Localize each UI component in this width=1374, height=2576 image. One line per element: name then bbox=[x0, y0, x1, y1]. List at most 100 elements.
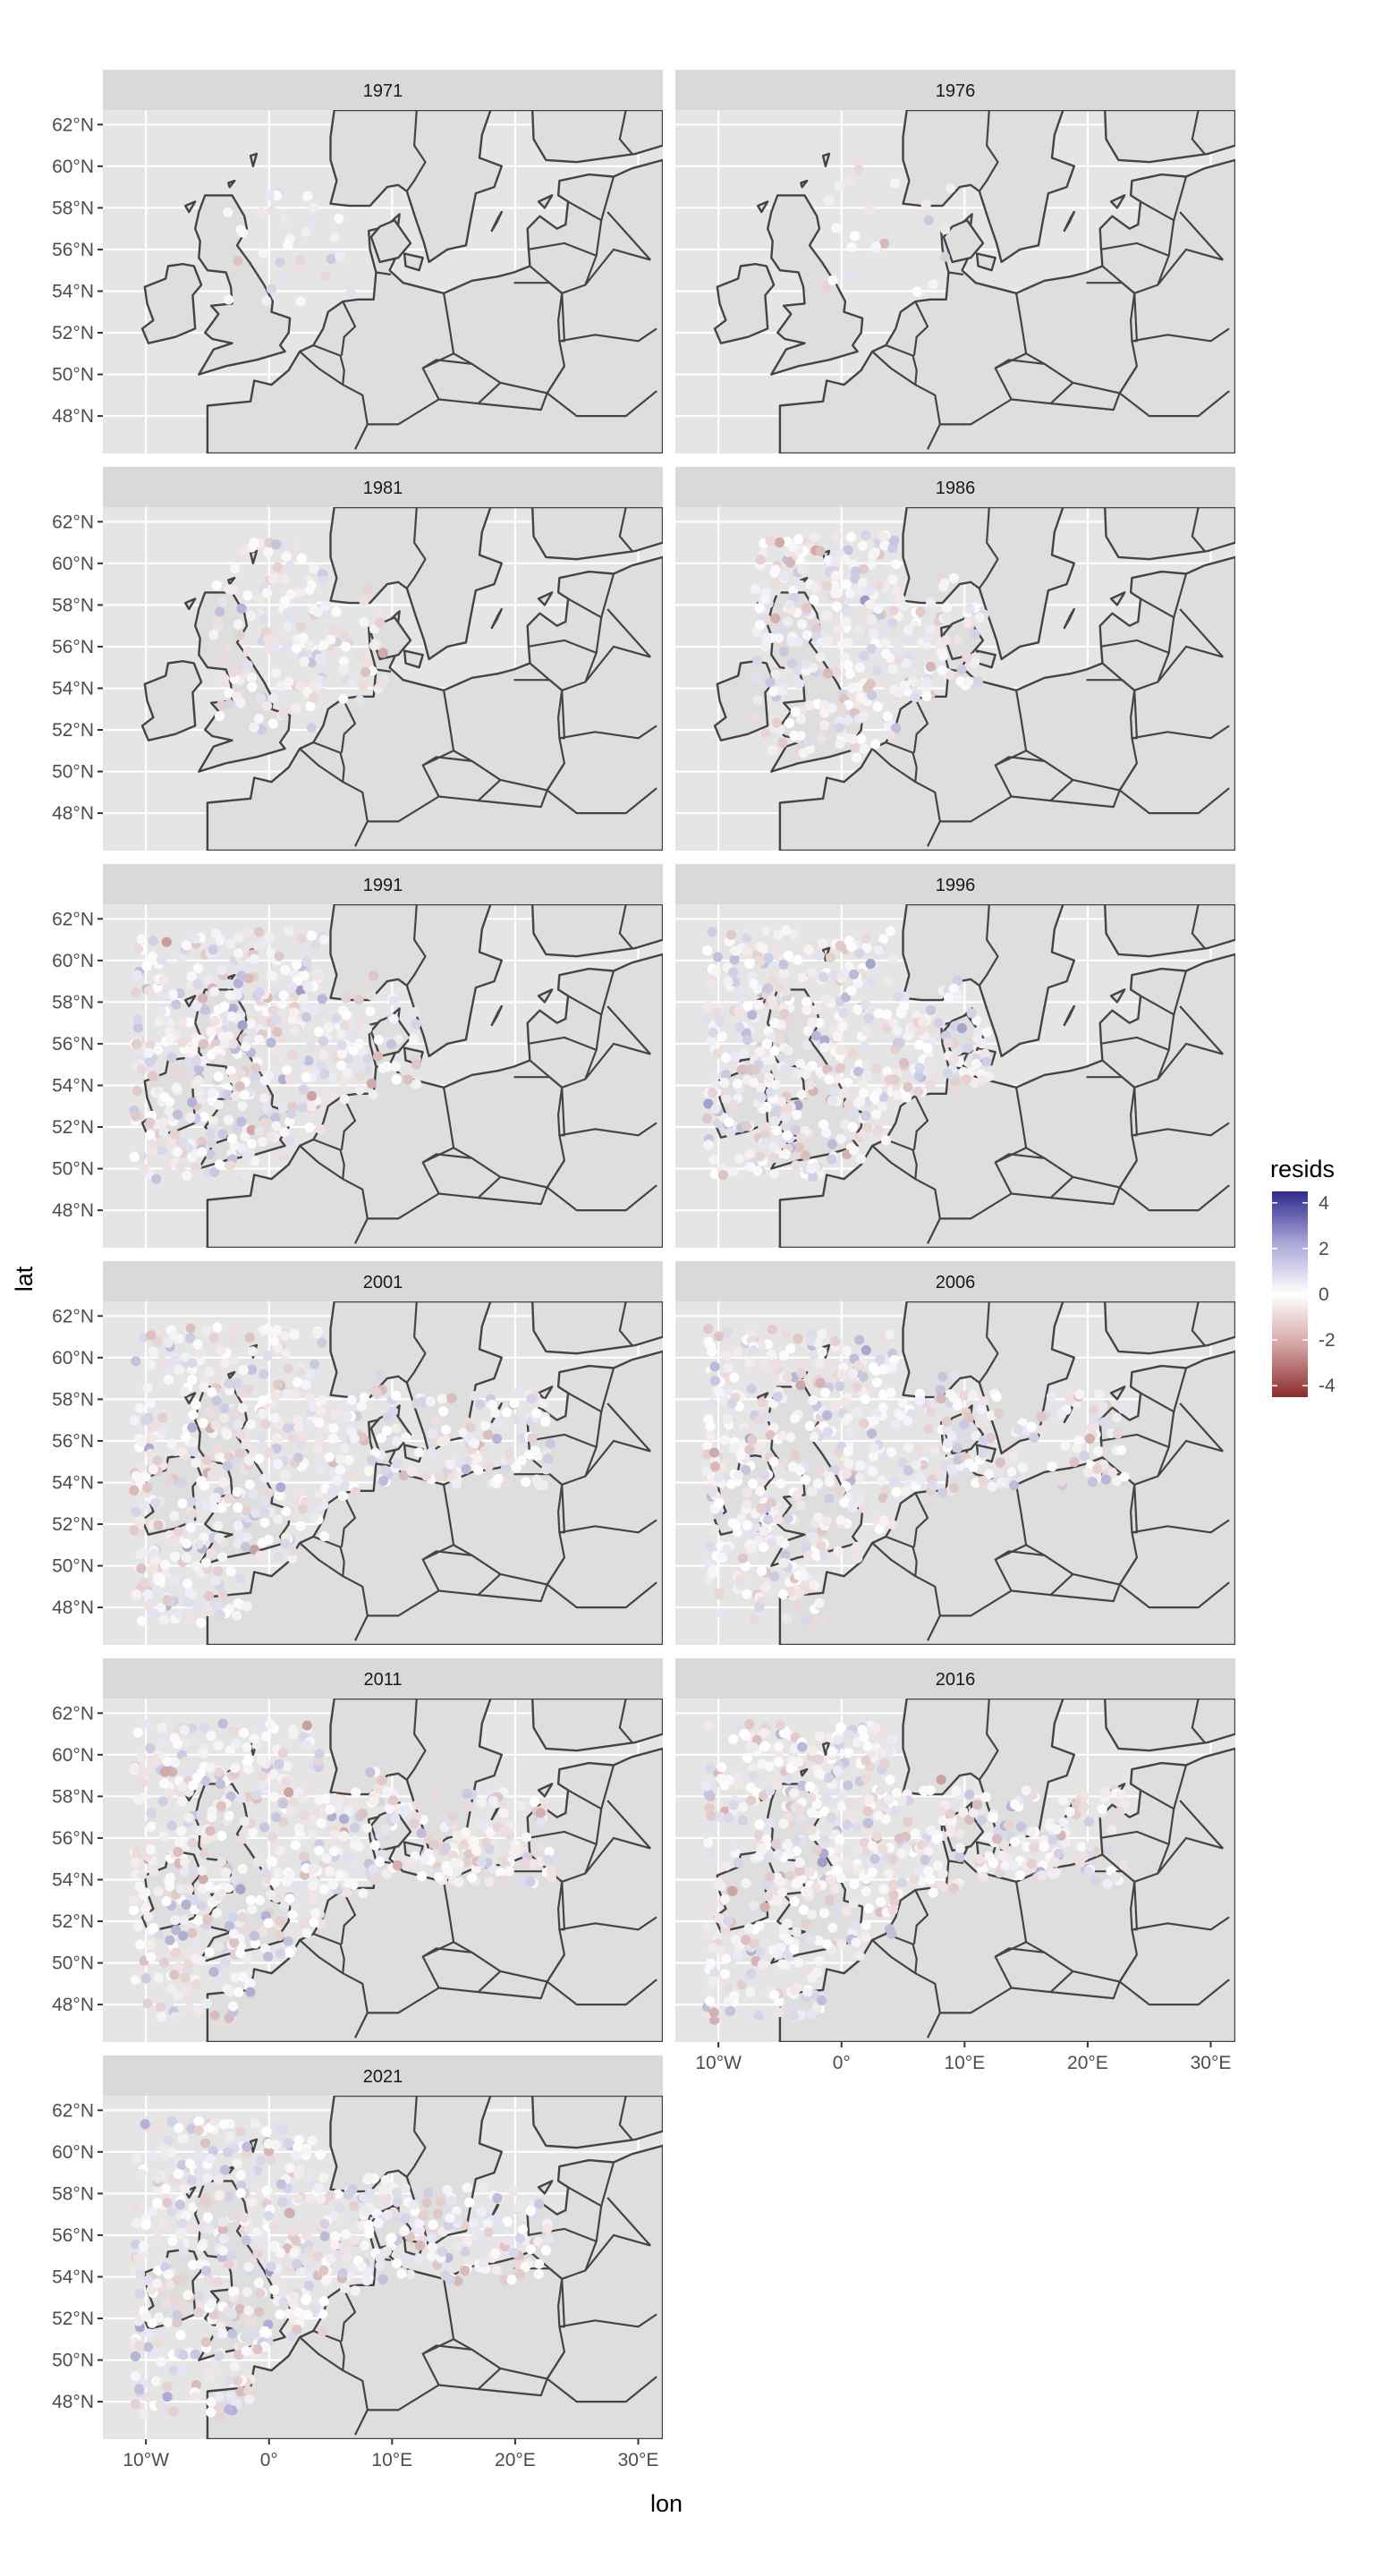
station-point bbox=[227, 1337, 239, 1348]
station-point bbox=[520, 1858, 530, 1868]
station-point bbox=[835, 1872, 846, 1883]
station-point bbox=[778, 647, 789, 657]
station-point bbox=[341, 993, 352, 1004]
station-point bbox=[179, 1724, 190, 1735]
station-point bbox=[289, 2247, 300, 2258]
station-point bbox=[1037, 1425, 1047, 1436]
station-point bbox=[182, 1538, 192, 1549]
station-point bbox=[217, 2216, 229, 2227]
station-point bbox=[887, 618, 898, 629]
station-point bbox=[309, 680, 319, 691]
station-point bbox=[273, 1514, 284, 1525]
station-point bbox=[257, 1431, 267, 1443]
station-point bbox=[707, 927, 717, 937]
station-point bbox=[926, 1406, 937, 1417]
station-point bbox=[813, 1936, 824, 1946]
station-point bbox=[208, 945, 218, 955]
station-point bbox=[525, 2243, 536, 2255]
station-point bbox=[193, 2004, 204, 2015]
station-point bbox=[355, 1071, 366, 1081]
country-border bbox=[1157, 1042, 1224, 1080]
station-point bbox=[239, 1727, 250, 1738]
facet-panel-1971: 1971 bbox=[103, 70, 663, 453]
station-point bbox=[140, 2119, 150, 2130]
station-point bbox=[512, 2202, 522, 2213]
station-point bbox=[134, 2340, 145, 2351]
station-point bbox=[259, 1822, 270, 1833]
station-point bbox=[839, 967, 850, 978]
station-point bbox=[939, 251, 950, 262]
station-point bbox=[803, 1550, 814, 1561]
station-point bbox=[171, 1082, 182, 1093]
station-point bbox=[169, 1511, 180, 1521]
country-border bbox=[939, 1881, 1028, 2014]
station-point bbox=[197, 1147, 208, 1157]
country-border bbox=[912, 698, 929, 753]
station-point bbox=[499, 1825, 510, 1836]
country-border bbox=[376, 668, 392, 673]
station-point bbox=[852, 1382, 862, 1393]
station-point bbox=[222, 1089, 233, 1100]
land-outline bbox=[403, 252, 424, 272]
station-point bbox=[508, 2248, 519, 2258]
station-point bbox=[725, 929, 736, 940]
station-point bbox=[264, 2146, 275, 2157]
station-point bbox=[848, 1898, 859, 1909]
station-point bbox=[902, 1415, 912, 1427]
country-border bbox=[405, 1301, 427, 1384]
station-point bbox=[810, 1030, 821, 1041]
station-point bbox=[928, 1479, 938, 1490]
station-point bbox=[276, 1482, 286, 1493]
station-point bbox=[253, 1453, 264, 1464]
country-border bbox=[527, 2186, 603, 2242]
station-point bbox=[403, 1074, 413, 1085]
station-point bbox=[895, 594, 906, 605]
station-point bbox=[702, 1837, 714, 1848]
station-point bbox=[293, 2193, 303, 2204]
station-point bbox=[250, 1156, 260, 1166]
station-point bbox=[261, 588, 272, 598]
station-point bbox=[191, 2391, 201, 2402]
station-point bbox=[132, 1727, 143, 1738]
station-point bbox=[533, 2268, 544, 2280]
station-point bbox=[811, 623, 822, 634]
station-point bbox=[309, 1893, 319, 1904]
station-point bbox=[177, 2218, 188, 2229]
station-point bbox=[337, 2241, 349, 2252]
station-point bbox=[184, 1996, 195, 2006]
station-point bbox=[791, 1757, 802, 1768]
station-point bbox=[843, 1412, 853, 1423]
country-border bbox=[871, 1145, 941, 1244]
station-point bbox=[809, 1349, 819, 1360]
station-point bbox=[428, 2219, 438, 2230]
station-point bbox=[252, 2343, 263, 2355]
station-point bbox=[151, 2278, 162, 2289]
station-point bbox=[708, 1976, 719, 1987]
station-point bbox=[243, 2305, 254, 2316]
station-point bbox=[393, 1804, 403, 1815]
station-point bbox=[918, 1460, 929, 1470]
station-point bbox=[143, 1600, 154, 1611]
station-point bbox=[138, 2241, 149, 2251]
station-point bbox=[791, 1927, 802, 1937]
country-border bbox=[546, 1556, 657, 1609]
station-point bbox=[729, 1443, 740, 1453]
station-point bbox=[235, 2126, 246, 2137]
station-point bbox=[852, 1004, 863, 1015]
station-point bbox=[851, 1936, 861, 1947]
station-point bbox=[250, 1508, 261, 1519]
station-point bbox=[413, 1447, 425, 1458]
land-outline bbox=[975, 252, 997, 272]
station-point bbox=[950, 1077, 961, 1088]
station-point bbox=[850, 231, 861, 242]
station-point bbox=[333, 2250, 344, 2260]
station-point bbox=[465, 1422, 476, 1433]
station-point bbox=[818, 720, 830, 731]
station-point bbox=[230, 563, 241, 574]
station-point bbox=[194, 1809, 205, 1820]
station-point bbox=[778, 1350, 789, 1360]
station-point bbox=[841, 1345, 852, 1356]
country-border bbox=[948, 1860, 964, 1864]
station-point bbox=[227, 584, 238, 595]
station-point bbox=[461, 1463, 471, 1475]
